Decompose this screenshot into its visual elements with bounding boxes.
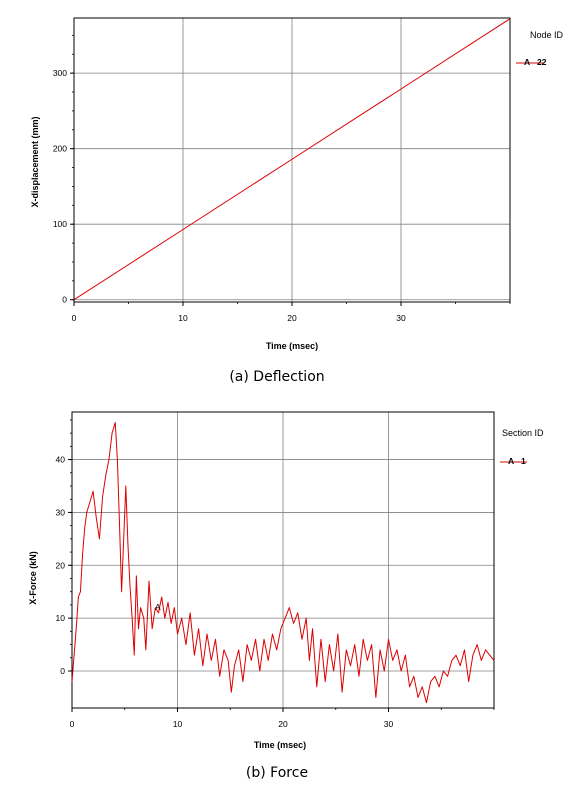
x-tick-label: 10 [173,719,183,729]
force-chart: 0 10 20 30 0 10 20 30 40 A Time (msec) X-Force (… [28,411,544,781]
y-tick-label: 30 [56,507,66,517]
y-tick-label: 0 [62,295,67,305]
x-tick-label: 20 [278,719,288,729]
force-ticks: 0 10 20 30 0 10 20 30 40 [56,419,495,729]
deflection-legend-marker-label: A [524,57,530,67]
deflection-series [73,18,511,301]
y-tick-label: 200 [53,144,67,154]
y-tick-label: 20 [56,560,66,570]
y-tick-label: 10 [56,613,66,623]
x-tick-label: 10 [178,313,188,323]
force-x-axis-label: Time (msec) [254,740,306,750]
y-tick-label: 100 [53,219,67,229]
force-series-marker-label: A [155,602,161,612]
force-legend-series-name: 1 [521,456,526,466]
force-series-line [71,422,495,704]
x-tick-label: 0 [72,313,77,323]
deflection-caption: (a) Deflection [229,369,324,385]
force-legend-marker-label: A [508,456,514,466]
x-tick-label: 20 [287,313,297,323]
deflection-series-line [73,18,511,301]
x-tick-label: 0 [70,719,75,729]
deflection-legend-title: Node ID [530,30,564,40]
y-tick-label: 300 [53,68,67,78]
y-tick-label: 40 [56,455,66,465]
deflection-legend-series-name: 22 [537,57,547,67]
deflection-x-axis-label: Time (msec) [266,341,318,351]
force-y-axis-label: X-Force (kN) [28,551,38,605]
force-grid [72,412,494,708]
force-legend-title: Section ID [502,428,544,438]
x-tick-label: 30 [384,719,394,729]
x-tick-label: 30 [396,313,406,323]
y-tick-label: 0 [60,666,65,676]
deflection-y-axis-label: X-displacement (mm) [30,116,40,207]
force-caption: (b) Force [246,765,308,781]
deflection-grid [74,18,510,302]
force-series [71,422,495,704]
